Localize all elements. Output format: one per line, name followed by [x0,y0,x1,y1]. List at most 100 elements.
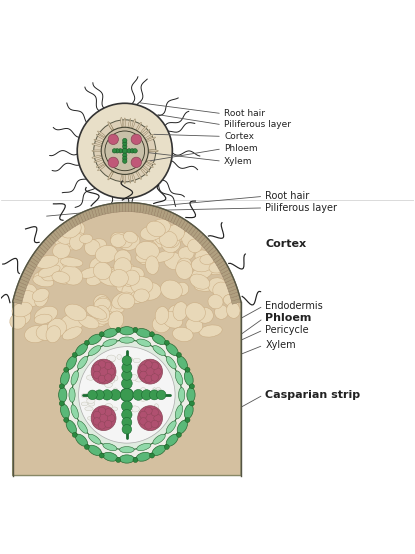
Ellipse shape [152,316,171,333]
Ellipse shape [177,356,188,370]
Ellipse shape [103,302,124,313]
Circle shape [138,359,163,384]
Ellipse shape [123,427,131,433]
Polygon shape [50,232,59,241]
Ellipse shape [61,371,69,386]
Ellipse shape [96,161,106,167]
Ellipse shape [209,261,227,273]
Ellipse shape [38,265,60,277]
Ellipse shape [95,313,110,324]
Ellipse shape [98,271,121,286]
Ellipse shape [116,281,129,292]
Circle shape [122,370,132,380]
Ellipse shape [117,355,122,360]
Ellipse shape [176,260,193,279]
Ellipse shape [134,289,149,302]
Polygon shape [94,207,100,217]
Ellipse shape [102,309,120,321]
Ellipse shape [34,289,49,307]
Ellipse shape [227,302,240,319]
Circle shape [149,390,159,400]
Ellipse shape [91,312,109,327]
Polygon shape [74,215,81,225]
Circle shape [98,407,106,414]
Circle shape [112,148,117,153]
Ellipse shape [95,363,101,370]
Ellipse shape [76,343,88,356]
Ellipse shape [173,302,188,321]
Ellipse shape [124,118,126,130]
Polygon shape [204,242,212,250]
Ellipse shape [95,245,117,263]
Polygon shape [103,204,108,214]
Ellipse shape [121,175,123,184]
Polygon shape [181,220,188,229]
Ellipse shape [122,263,135,273]
Circle shape [63,367,68,372]
Text: Root hair: Root hair [224,109,265,118]
Circle shape [105,131,145,171]
Polygon shape [46,237,54,245]
Ellipse shape [162,311,183,328]
Polygon shape [68,218,76,228]
Ellipse shape [139,283,161,300]
Ellipse shape [68,221,85,237]
Ellipse shape [66,356,76,370]
Polygon shape [37,247,46,255]
Circle shape [140,418,147,425]
Polygon shape [206,244,215,253]
Circle shape [105,362,112,370]
Polygon shape [162,210,168,219]
Circle shape [84,340,89,345]
Ellipse shape [95,297,112,314]
Ellipse shape [47,319,66,337]
Circle shape [122,401,132,412]
Circle shape [164,340,169,345]
Circle shape [102,389,112,400]
Polygon shape [13,203,241,475]
Ellipse shape [210,260,226,271]
Ellipse shape [112,391,120,397]
Ellipse shape [52,271,70,283]
Ellipse shape [152,364,157,371]
Ellipse shape [204,260,225,275]
Ellipse shape [135,170,142,179]
Polygon shape [15,292,24,298]
Ellipse shape [94,140,107,145]
Polygon shape [140,203,144,213]
Circle shape [122,424,132,434]
Polygon shape [88,209,94,218]
Circle shape [118,148,122,153]
Ellipse shape [191,266,212,280]
Ellipse shape [80,268,99,278]
Ellipse shape [100,267,117,283]
Ellipse shape [128,169,131,183]
Ellipse shape [144,368,150,374]
Circle shape [140,371,147,378]
Circle shape [176,433,181,437]
Circle shape [156,390,166,399]
Text: Pericycle: Pericycle [266,325,309,335]
Ellipse shape [136,329,151,337]
Ellipse shape [190,274,210,289]
Ellipse shape [108,311,124,330]
Ellipse shape [92,150,103,152]
Circle shape [122,409,132,420]
Polygon shape [125,203,128,212]
Ellipse shape [92,156,102,158]
Polygon shape [24,266,34,274]
Ellipse shape [88,416,95,420]
Polygon shape [28,260,37,268]
Ellipse shape [184,404,193,419]
Polygon shape [225,279,235,286]
Ellipse shape [168,305,183,321]
Ellipse shape [149,425,156,431]
Ellipse shape [56,227,75,244]
Ellipse shape [60,315,83,331]
Ellipse shape [86,393,91,399]
Circle shape [151,374,159,381]
Ellipse shape [153,346,165,356]
Polygon shape [193,230,201,239]
Polygon shape [113,203,117,213]
Ellipse shape [115,250,131,267]
